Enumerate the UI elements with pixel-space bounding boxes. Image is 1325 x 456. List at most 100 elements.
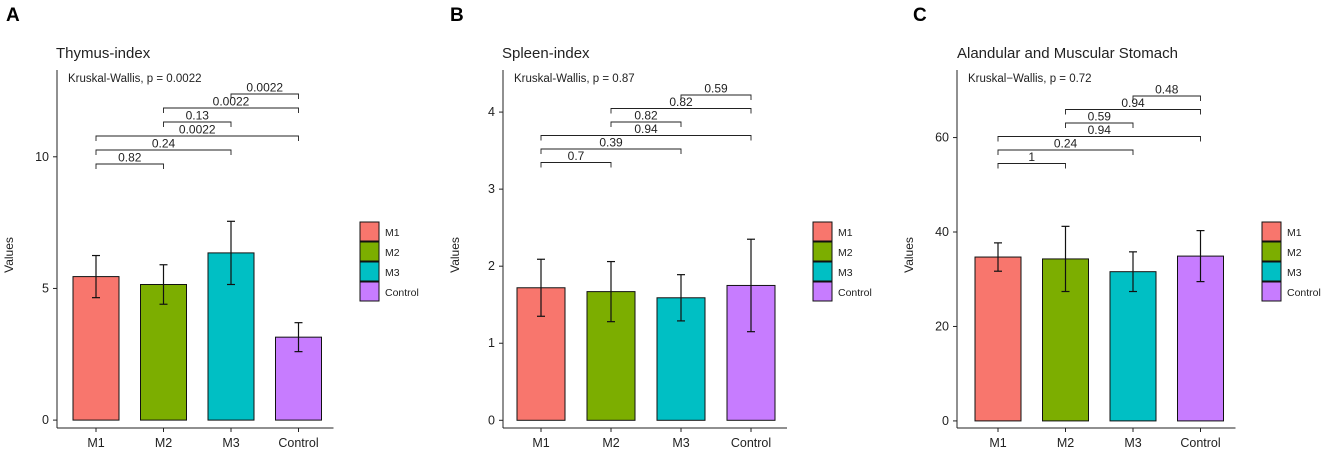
legend-label: Control [385, 287, 419, 299]
bracket-line [95, 149, 232, 155]
y-axis-label: Values [2, 237, 16, 273]
legend-swatch-m1 [359, 221, 380, 242]
chart-title: Alandular and Muscular Stomach [957, 45, 1178, 62]
legend-swatch-m2 [812, 241, 833, 262]
x-tick-label: M3 [672, 436, 689, 450]
p-value-label: 0.82 [118, 151, 142, 165]
p-value-label: 0.59 [1088, 110, 1112, 124]
p-value-label: 0.7 [568, 149, 585, 163]
x-tick-label: Control [1180, 436, 1220, 450]
test-label: Kruskal−Wallis, p = 0.72 [968, 73, 1092, 85]
p-value-label: 0.48 [1155, 83, 1179, 97]
x-tick-label: Control [278, 436, 318, 450]
p-value-label: 0.24 [152, 137, 176, 151]
bracket-line [610, 108, 752, 114]
x-tick-label: M2 [1057, 436, 1074, 450]
x-tick-label: M2 [155, 436, 172, 450]
y-tick-label: 4 [488, 105, 495, 119]
legend-swatch-m1 [812, 221, 833, 242]
legend-label: M3 [385, 267, 400, 279]
legend-label: M2 [1287, 247, 1302, 259]
comparison-bracket: 0.82 [610, 95, 752, 114]
x-tick-label: M3 [1124, 436, 1141, 450]
bracket-line [163, 121, 232, 127]
x-tick-label: M1 [989, 436, 1006, 450]
comparison-bracket: 0.0022 [95, 123, 299, 141]
p-value-label: 0.94 [1088, 123, 1112, 137]
legend-swatch-m3 [812, 261, 833, 282]
legend-swatch-control [812, 281, 833, 302]
bracket-line [997, 149, 1134, 155]
bar-m1 [72, 276, 120, 421]
test-label: Kruskal-Wallis, p = 0.0022 [68, 73, 201, 85]
legend-label: M2 [838, 247, 853, 259]
comparison-bracket: 0.82 [95, 151, 164, 169]
legend-label: M1 [385, 227, 400, 239]
legend: M1 M2 M3 Control [1261, 221, 1321, 302]
x-tick-label: Control [731, 436, 771, 450]
test-label: Kruskal-Wallis, p = 0.87 [514, 73, 635, 85]
y-tick-label: 5 [42, 281, 49, 295]
comparison-bracket: 0.94 [1065, 96, 1201, 115]
panel-a: A Thymus-index Kruskal-Wallis, p = 0.0022 V… [2, 5, 419, 450]
p-value-label: 1 [1028, 150, 1035, 164]
comparison-bracket: 0.59 [1065, 110, 1134, 128]
legend-swatch-m2 [1261, 241, 1282, 262]
bar-m2 [140, 283, 187, 421]
bar-m3 [1109, 271, 1157, 422]
bracket-line [163, 107, 299, 113]
y-tick-label: 0 [942, 414, 949, 428]
bar-m1 [974, 256, 1022, 422]
y-tick-label: 60 [935, 131, 949, 145]
p-value-label: 0.39 [599, 136, 623, 150]
y-tick-label: 10 [35, 150, 49, 164]
legend: M1 M2 M3 Control [359, 221, 419, 302]
p-value-label: 0.82 [634, 109, 658, 123]
comparison-bracket: 0.24 [95, 137, 232, 155]
bracket-line [95, 135, 299, 141]
x-tick-label: M3 [222, 436, 239, 450]
chart-title: Thymus-index [56, 45, 151, 62]
p-value-label: 0.0022 [246, 81, 283, 95]
legend-label: M1 [1287, 227, 1302, 239]
panel-c: C Alandular and Muscular Stomach Kruskal−W… [902, 5, 1321, 450]
y-axis-label: Values [448, 237, 462, 273]
legend-label: M2 [385, 247, 400, 259]
x-tick-label: M1 [87, 436, 104, 450]
comparison-bracket: 0.7 [540, 149, 612, 168]
p-value-label: 0.0022 [213, 95, 250, 109]
legend-label: M3 [1287, 267, 1302, 279]
legend-swatch-m3 [1261, 261, 1282, 282]
comparison-bracket: 0.39 [540, 136, 682, 154]
bracket-line [997, 163, 1066, 169]
comparison-bracket: 0.24 [997, 137, 1134, 155]
legend-label: M1 [838, 227, 853, 239]
bracket-line [95, 163, 164, 169]
panel-b: B Spleen-index Kruskal-Wallis, p = 0.87 Val… [448, 5, 872, 450]
p-value-label: 0.59 [704, 82, 728, 96]
comparison-bracket: 0.94 [997, 123, 1201, 142]
panel-letter: C [913, 5, 927, 26]
legend-swatch-control [1261, 281, 1282, 302]
p-value-label: 0.13 [186, 109, 210, 123]
p-value-label: 0.94 [634, 122, 658, 136]
comparison-bracket: 0.82 [610, 109, 682, 127]
comparison-bracket: 0.48 [1132, 83, 1201, 101]
bracket-line [997, 136, 1201, 142]
chart-title: Spleen-index [502, 45, 590, 62]
panel-letter: A [6, 5, 20, 26]
legend-swatch-m3 [359, 261, 380, 282]
y-tick-label: 2 [488, 259, 495, 273]
bracket-line [1065, 109, 1201, 115]
comparison-bracket: 0.59 [680, 82, 752, 100]
legend-swatch-control [359, 281, 380, 302]
bracket-line [610, 121, 682, 127]
panel-letter: B [450, 5, 464, 26]
legend-swatch-m1 [1261, 221, 1282, 242]
bracket-line [540, 162, 612, 168]
p-value-label: 0.24 [1054, 137, 1078, 151]
x-tick-label: M2 [602, 436, 619, 450]
legend-swatch-m2 [359, 241, 380, 262]
comparison-bracket: 0.0022 [230, 81, 299, 99]
